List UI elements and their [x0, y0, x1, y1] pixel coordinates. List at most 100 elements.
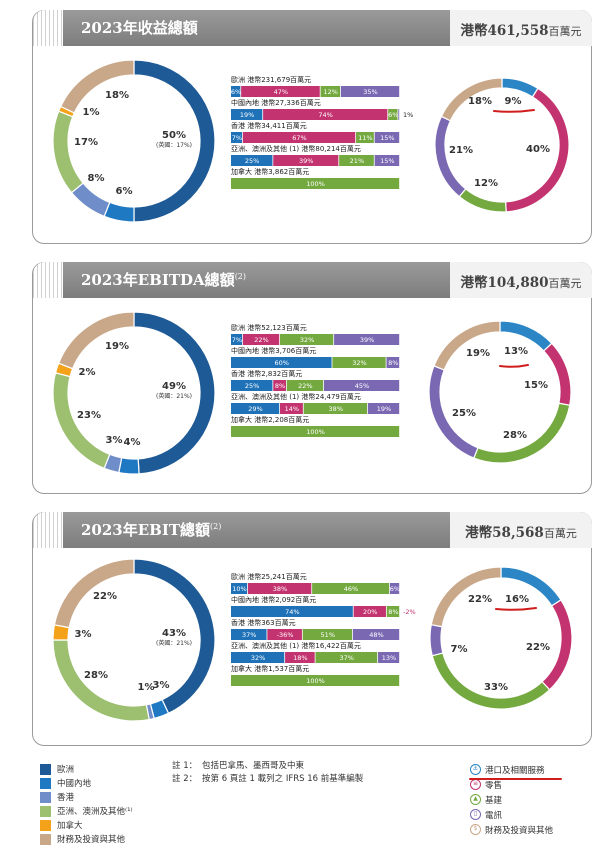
bar-segment-label: 12%	[323, 88, 337, 96]
bar-segment-label: 13%	[382, 654, 396, 662]
phone-icon: ▯	[470, 809, 481, 820]
bar-segment-label: 7%	[232, 336, 242, 344]
slice-label: 22%	[526, 642, 550, 653]
bar-segment-label: 38%	[273, 585, 287, 593]
bar-segment	[334, 334, 400, 345]
bar-segment	[231, 178, 400, 189]
donut-slice	[429, 623, 444, 657]
slice-label: 3%	[153, 680, 170, 691]
legend-item: 亞洲、澳洲及其他⁽¹⁾	[40, 804, 133, 818]
donut-slice	[431, 652, 551, 710]
bar-segment-label: 32%	[300, 336, 314, 344]
bar-segment	[231, 606, 353, 617]
bar-segment-label: 10%	[232, 585, 246, 593]
panel-title: 2023年EBIT總額(2)	[81, 521, 222, 539]
bar-segment-label: 19%	[240, 111, 254, 119]
bar-region-label: 香港 港幣34,411百萬元	[231, 121, 307, 130]
bar-segment-label: 100%	[306, 180, 325, 188]
business-legend: ⚓ 港口及相關服務 ≡ 零售 ▲ 基建 ▯ 電訊 $ 財務及投資與其他	[470, 762, 553, 837]
revenue-panel: 2023年收益總額 港幣461,558百萬元	[32, 10, 592, 244]
bar-segment-label: 45%	[355, 382, 369, 390]
bar-region-label: 歐洲 港幣25,241百萬元	[231, 572, 307, 581]
bar-segment	[386, 606, 400, 617]
slice-sublabel: (英國：17%)	[156, 141, 192, 149]
ship-icon: ⚓	[470, 764, 481, 775]
bar-segment	[231, 380, 273, 391]
bar-segment	[339, 155, 374, 166]
bar-segment	[231, 583, 248, 594]
bar-segment	[303, 403, 368, 414]
bar-segment	[231, 334, 243, 345]
donut-slice	[118, 457, 140, 475]
bar-segment	[374, 155, 400, 166]
slice-label: 3%	[106, 435, 123, 446]
bar-segment-label: 47%	[274, 88, 288, 96]
panel-stripe	[33, 262, 63, 298]
slice-label: 22%	[468, 594, 492, 605]
slice-label: 8%	[88, 173, 105, 184]
legend-swatch	[40, 805, 51, 817]
bar-region-label: 加拿大 港幣2,208百萬元	[231, 415, 309, 424]
bar-segment	[302, 629, 353, 640]
slice-label: 4%	[124, 437, 141, 448]
panel-header: 2023年收益總額 港幣461,558百萬元	[63, 10, 592, 46]
slice-label: 21%	[449, 145, 473, 156]
donut-slice	[59, 59, 135, 114]
slice-label: 25%	[452, 408, 476, 419]
panel-stripe	[33, 10, 63, 46]
bu-legend-item: ⚓ 港口及相關服務	[470, 762, 553, 777]
bar-segment-label: 39%	[360, 336, 374, 344]
legend-swatch	[40, 763, 51, 775]
bu-legend-item: ▯ 電訊	[470, 807, 553, 822]
bar-segment	[378, 652, 400, 663]
bar-segment	[332, 357, 386, 368]
donut-slice	[434, 115, 467, 198]
legend-swatch	[40, 819, 51, 831]
bar-segment	[398, 109, 400, 120]
bar-segment-label: 15%	[380, 134, 394, 142]
bar-region-label: 香港 港幣363百萬元	[231, 618, 296, 627]
bar-segment	[273, 380, 286, 391]
bar-segment	[389, 583, 400, 594]
bar-region-label: 中國內地 港幣3,706百萬元	[231, 346, 316, 355]
bar-segment	[352, 629, 400, 640]
bar-segment	[231, 86, 241, 97]
bar-segment-label: 51%	[321, 631, 335, 639]
slice-label: 17%	[74, 137, 98, 148]
bar-segment-label: 100%	[306, 677, 325, 685]
bar-segment-label: 100%	[306, 428, 325, 436]
bar-segment-label: 25%	[245, 382, 259, 390]
bar-segment	[286, 380, 324, 391]
bar-segment-label: 35%	[363, 88, 377, 96]
legend-swatch	[40, 833, 51, 845]
bar-segment	[312, 583, 390, 594]
cart-icon: ≡	[470, 779, 481, 790]
bar-segment	[231, 155, 273, 166]
bar-segment	[263, 109, 388, 120]
bar-segment	[231, 132, 243, 143]
bar-segment-label: 39%	[299, 157, 313, 165]
slice-label: 33%	[484, 682, 508, 693]
bar-segment-label: 38%	[329, 405, 343, 413]
slice-label: 6%	[116, 186, 133, 197]
donut-slice	[440, 77, 503, 122]
slice-label: 19%	[105, 341, 129, 352]
bar-segment-label: 19%	[377, 405, 391, 413]
bar-region-label: 亞洲、澳洲及其他 (1) 港幣16,422百萬元	[231, 641, 361, 650]
bar-segment-label: 14%	[285, 405, 299, 413]
donut-slice	[458, 188, 507, 213]
highlight-mark	[495, 607, 537, 611]
donut-slice	[52, 110, 84, 194]
legend-swatch	[40, 777, 51, 789]
bu-legend-item: $ 財務及投資與其他	[470, 822, 553, 837]
slice-label: 1%	[138, 682, 155, 693]
slice-label: 50%	[162, 130, 186, 141]
bar-segment-label: 6%	[388, 111, 398, 119]
slice-label: 19%	[466, 348, 490, 359]
panel-stripe	[33, 512, 63, 548]
legend-item: 歐洲	[40, 762, 133, 776]
legend-swatch	[40, 791, 51, 803]
bar-segment	[367, 403, 400, 414]
bar-segment	[280, 334, 334, 345]
footnote: 註 2： 按第 6 頁註 1 載列之 IFRS 16 前基準編製	[172, 774, 364, 784]
